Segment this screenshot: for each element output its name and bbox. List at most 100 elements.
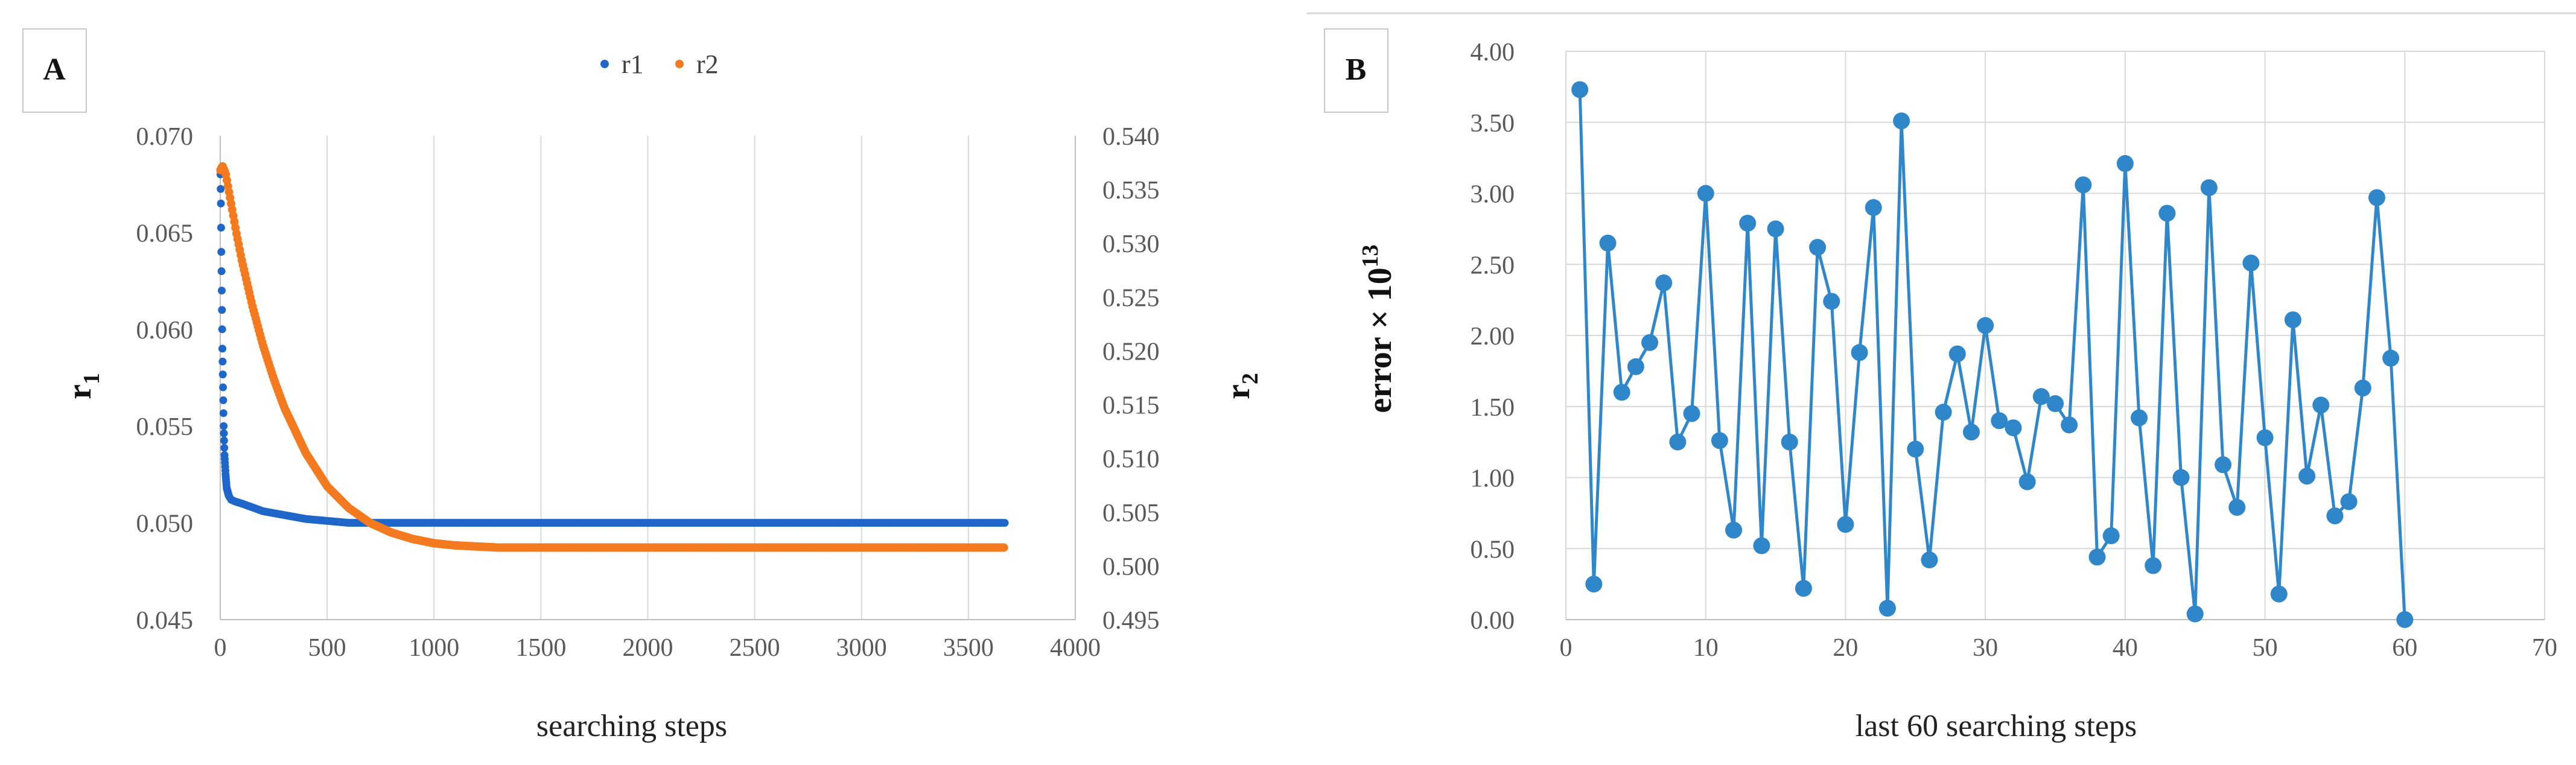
series-r1-point: [220, 436, 228, 445]
series-error-point: [1977, 317, 1994, 334]
panel-b-y-tick-labels: 0.00 0.50 1.00 1.50 2.00 2.50 3.00 3.50 4.00: [1471, 39, 1515, 635]
panel-b-x-tick-label: 20: [1833, 634, 1858, 662]
panel-b-y-axis-title: error × 1013: [1358, 244, 1399, 413]
series-error-point: [2228, 498, 2246, 516]
panel-a-right-tick-label: 0.500: [1102, 553, 1160, 581]
series-error-point: [2284, 311, 2301, 329]
y-axis-title-main: error × 10: [1361, 267, 1399, 413]
panel-b-x-axis-title: last 60 searching steps: [1856, 709, 2137, 743]
right-axis-title-main: r: [1220, 384, 1257, 399]
panel-a-left-tick-label: 0.060: [136, 317, 194, 344]
series-error-point: [1851, 344, 1868, 361]
series-error-point: [1948, 345, 1966, 363]
series-error-point: [2032, 388, 2050, 405]
series-error-point: [2158, 205, 2176, 222]
panel-a-right-tick-label: 0.515: [1102, 392, 1160, 420]
series-error-point: [1739, 214, 1757, 232]
panel-b-y-tick-label: 1.50: [1471, 394, 1515, 422]
panel-a-left-tick-label: 0.045: [136, 607, 194, 635]
panel-b-x-tick-label: 70: [2532, 634, 2557, 662]
panel-b-y-tick-label: 3.50: [1471, 110, 1515, 138]
panel-a-right-tick-label: 0.505: [1102, 500, 1160, 527]
series-r1-point: [220, 422, 228, 430]
panel-a-x-tick-label: 1000: [409, 634, 459, 662]
series-error-point: [2242, 254, 2260, 271]
series-error-point: [1781, 433, 1798, 451]
series-error-point: [1823, 293, 1840, 310]
panel-b-y-tick-label: 2.50: [1471, 252, 1515, 279]
panel-b: B 0 10 20 30 40 50 60 70 0.00 0.50 1.00 1.50 2.00 2.…: [1324, 28, 2558, 743]
y-axis-title-sup: 13: [1358, 244, 1383, 267]
series-error-point: [1613, 384, 1630, 401]
panel-a-x-tick-labels: 0 500 1000 1500 2000 2500 3000 3500 4000: [214, 634, 1101, 662]
series-error-point: [1641, 334, 1659, 351]
panel-a-x-tick-label: 0: [214, 634, 227, 662]
panel-b-y-tick-label: 0.50: [1471, 536, 1515, 563]
panel-a-label: A: [43, 52, 66, 87]
series-r2-point: [999, 543, 1008, 552]
series-error-point: [1585, 576, 1603, 593]
series-r1-point: [220, 429, 228, 437]
series-error-point: [1725, 521, 1743, 539]
series-error-point: [2326, 507, 2344, 525]
legend-r2-label: r2: [696, 49, 719, 79]
series-r1-point: [218, 370, 227, 379]
series-error-point: [1697, 185, 1714, 202]
panel-a-x-tick-label: 4000: [1050, 634, 1101, 662]
series-error-point: [2312, 396, 2330, 414]
series-r1: [216, 170, 1009, 527]
panel-b-x-tick-labels: 0 10 20 30 40 50 60 70: [1560, 634, 2558, 662]
series-error-point: [2102, 527, 2120, 545]
series-error-point: [2186, 605, 2204, 623]
panel-b-x-tick-label: 40: [2113, 634, 2138, 662]
series-error-point: [1991, 412, 2008, 430]
series-error-point: [2116, 155, 2134, 173]
series-error-point: [2088, 548, 2106, 566]
series-error-point: [2172, 469, 2190, 486]
panel-b-x-tick-label: 10: [1693, 634, 1719, 662]
series-error-point: [2256, 429, 2274, 446]
panel-a-x-axis-title: searching steps: [536, 709, 727, 743]
series-error-point: [2396, 611, 2414, 628]
series-error-point: [2368, 189, 2385, 206]
series-error-point: [1935, 404, 1952, 421]
series-error-point: [1921, 551, 1938, 569]
left-axis-title-sub: 1: [79, 373, 104, 384]
panel-a-x-tick-label: 500: [308, 634, 346, 662]
series-error-point: [1907, 440, 1924, 458]
series-r1-point: [217, 247, 226, 256]
series-error-point: [1753, 537, 1770, 554]
panel-a-x-tick-label: 1500: [515, 634, 566, 662]
series-error-point: [1809, 238, 1827, 256]
series-error-point: [2382, 349, 2400, 367]
series-error-point: [2018, 473, 2036, 490]
panel-a-left-tick-label: 0.055: [136, 413, 194, 441]
series-r1-point: [220, 443, 229, 452]
legend-r1-marker: [600, 60, 609, 68]
series-r2: [216, 162, 1008, 552]
series-error-point: [2047, 395, 2064, 413]
series-error-point: [1571, 81, 1589, 98]
series-error-point: [1599, 234, 1617, 252]
panel-b-x-tick-label: 50: [2253, 634, 2278, 662]
series-error-point: [1865, 199, 1882, 217]
right-axis-title-sub: 2: [1238, 373, 1263, 384]
series-r1-point: [1000, 519, 1009, 527]
series-error-point: [2354, 379, 2371, 397]
series-r1-point: [218, 357, 227, 366]
panel-a-right-tick-label: 0.495: [1102, 607, 1160, 635]
panel-a-left-tick-label: 0.070: [136, 123, 194, 151]
panel-a-right-tick-label: 0.540: [1102, 123, 1160, 151]
panel-a-right-axis-title: r2: [1220, 373, 1263, 399]
panel-b-label-box: [1324, 28, 1388, 113]
series-error-point: [1893, 112, 1910, 130]
panel-a-right-tick-label: 0.520: [1102, 338, 1160, 366]
series-r1-point: [219, 383, 227, 392]
series-error-point: [2298, 468, 2316, 485]
panel-a-right-tick-label: 0.510: [1102, 446, 1160, 474]
panel-b-y-tick-label: 4.00: [1471, 39, 1515, 66]
panel-b-y-tick-label: 2.00: [1471, 323, 1515, 351]
panel-b-y-tick-label: 3.00: [1471, 181, 1515, 209]
series-error-point: [1837, 516, 1854, 533]
